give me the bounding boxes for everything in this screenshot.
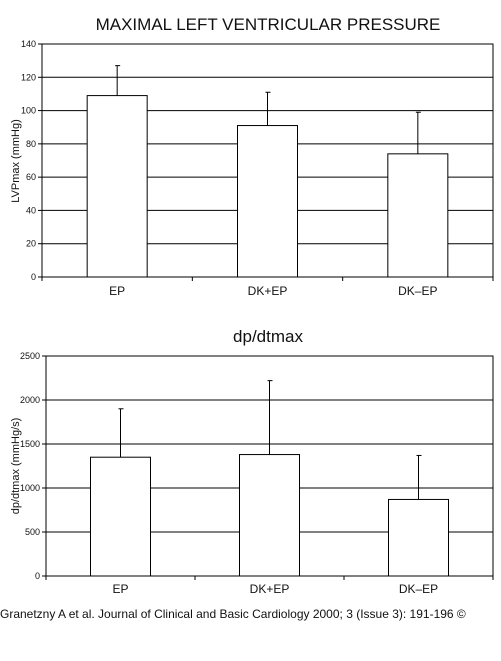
y-axis-label: dp/dtmax (mmHg/s) — [10, 418, 22, 515]
category-label: DK–EP — [399, 582, 438, 596]
category-label: EP — [112, 582, 128, 596]
y-axis-label: LVPmax (mmHg) — [10, 119, 22, 203]
chart-dpdt: dp/dtmax dp/dtmax (mmHg/s) 0 500 1000 1500 2… — [10, 327, 494, 596]
y-tick-label: 1500 — [20, 439, 40, 449]
bar — [86, 95, 148, 278]
chart-title: MAXIMAL LEFT VENTRICULAR PRESSURE — [96, 15, 441, 34]
bar — [90, 456, 151, 577]
y-tick-label: 2500 — [20, 351, 40, 361]
y-tick-label: 2000 — [20, 395, 40, 405]
bar — [388, 498, 449, 577]
chart-lvp: MAXIMAL LEFT VENTRICULAR PRESSURE LVPmax… — [10, 15, 494, 298]
y-tick-label: 60 — [26, 172, 36, 182]
chart-title: dp/dtmax — [233, 327, 303, 346]
y-tick-label: 20 — [26, 239, 36, 249]
y-tick-label: 1000 — [20, 483, 40, 493]
y-tick-label: 100 — [21, 106, 36, 116]
y-tick-label: 120 — [21, 72, 36, 82]
y-tick-label: 0 — [31, 272, 36, 282]
y-tick-label: 140 — [21, 39, 36, 49]
bar — [237, 125, 298, 278]
citation-footer: Granetzny A et al. Journal of Clinical a… — [0, 607, 466, 621]
y-tick-label: 40 — [26, 205, 36, 215]
category-label: EP — [109, 284, 125, 298]
y-tick-label: 80 — [26, 139, 36, 149]
bar — [239, 454, 300, 577]
category-label: DK–EP — [398, 284, 437, 298]
category-label: DK+EP — [250, 582, 290, 596]
category-label: DK+EP — [248, 284, 288, 298]
bar — [387, 153, 449, 278]
y-tick-label: 500 — [25, 527, 40, 537]
y-tick-label: 0 — [35, 571, 40, 581]
